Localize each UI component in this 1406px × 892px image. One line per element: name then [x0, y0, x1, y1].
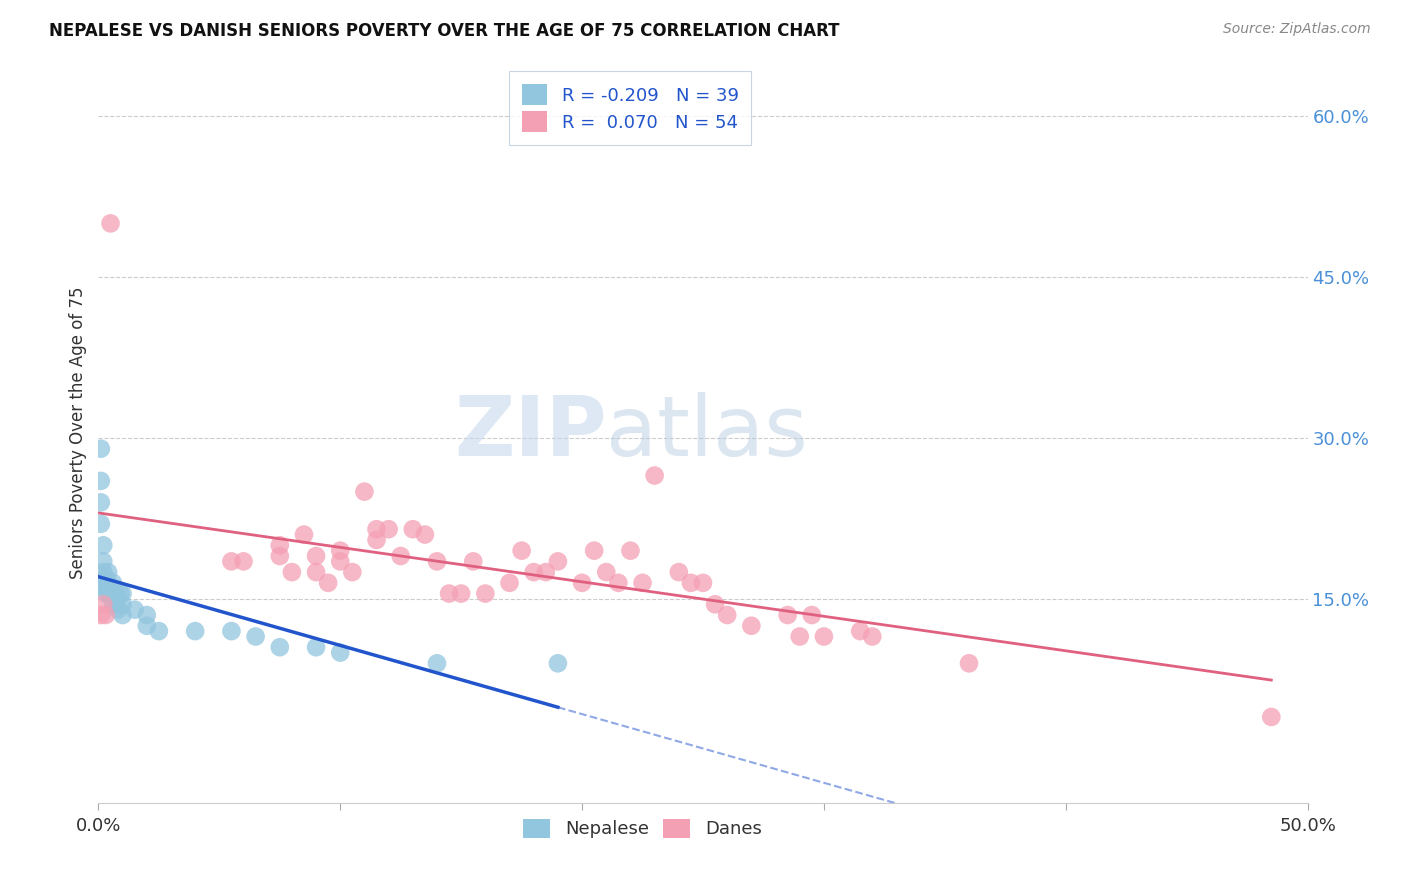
Point: [668, 565, 690, 579]
Point: [498, 575, 520, 590]
Point: [342, 565, 364, 579]
Point: [692, 575, 714, 590]
Point: [232, 554, 254, 568]
Point: [94, 570, 117, 584]
Point: [860, 630, 883, 644]
Point: [547, 554, 569, 568]
Point: [269, 538, 291, 552]
Point: [789, 630, 811, 644]
Point: [100, 216, 122, 230]
Point: [90, 442, 112, 456]
Point: [377, 522, 399, 536]
Text: Source: ZipAtlas.com: Source: ZipAtlas.com: [1223, 22, 1371, 37]
Point: [184, 624, 207, 639]
Point: [104, 597, 127, 611]
Point: [97, 575, 120, 590]
Point: [91, 565, 114, 579]
Point: [389, 549, 412, 563]
Point: [100, 586, 122, 600]
Point: [90, 474, 112, 488]
Point: [366, 522, 388, 536]
Point: [510, 543, 533, 558]
Point: [107, 602, 129, 616]
Point: [111, 597, 134, 611]
Point: [571, 575, 593, 590]
Point: [124, 602, 146, 616]
Point: [316, 575, 339, 590]
Point: [91, 554, 114, 568]
Point: [305, 549, 328, 563]
Point: [91, 597, 114, 611]
Point: [740, 619, 762, 633]
Point: [957, 657, 980, 671]
Point: [94, 575, 117, 590]
Point: [644, 468, 666, 483]
Point: [716, 607, 738, 622]
Point: [547, 657, 569, 671]
Point: [413, 527, 436, 541]
Y-axis label: Seniors Poverty Over the Age of 75: Seniors Poverty Over the Age of 75: [69, 286, 87, 579]
Point: [90, 516, 112, 531]
Point: [94, 586, 117, 600]
Point: [269, 640, 291, 655]
Point: [776, 607, 799, 622]
Point: [221, 554, 243, 568]
Point: [631, 575, 654, 590]
Point: [91, 538, 114, 552]
Point: [104, 586, 127, 600]
Point: [101, 586, 124, 600]
Point: [245, 630, 267, 644]
Point: [90, 495, 112, 509]
Point: [281, 565, 304, 579]
Point: [366, 533, 388, 547]
Point: [849, 624, 872, 639]
Point: [135, 607, 157, 622]
Point: [111, 586, 134, 600]
Text: atlas: atlas: [606, 392, 808, 473]
Point: [329, 543, 352, 558]
Point: [90, 607, 112, 622]
Point: [305, 565, 328, 579]
Point: [463, 554, 485, 568]
Point: [800, 607, 823, 622]
Point: [474, 586, 496, 600]
Point: [94, 607, 117, 622]
Point: [108, 586, 131, 600]
Point: [607, 575, 630, 590]
Point: [679, 575, 702, 590]
Point: [101, 597, 124, 611]
Point: [437, 586, 460, 600]
Point: [97, 565, 120, 579]
Point: [292, 527, 315, 541]
Point: [450, 586, 472, 600]
Point: [534, 565, 557, 579]
Point: [595, 565, 617, 579]
Text: ZIP: ZIP: [454, 392, 606, 473]
Point: [353, 484, 375, 499]
Point: [97, 586, 120, 600]
Point: [101, 575, 124, 590]
Point: [94, 581, 117, 595]
Point: [135, 619, 157, 633]
Point: [1260, 710, 1282, 724]
Point: [426, 657, 449, 671]
Point: [329, 554, 352, 568]
Point: [305, 640, 328, 655]
Point: [329, 646, 352, 660]
Point: [426, 554, 449, 568]
Point: [148, 624, 170, 639]
Text: NEPALESE VS DANISH SENIORS POVERTY OVER THE AGE OF 75 CORRELATION CHART: NEPALESE VS DANISH SENIORS POVERTY OVER …: [49, 22, 839, 40]
Point: [813, 630, 835, 644]
Legend: R = -0.209   N = 39, R =  0.070   N = 54: R = -0.209 N = 39, R = 0.070 N = 54: [509, 71, 751, 145]
Point: [402, 522, 425, 536]
Point: [704, 597, 727, 611]
Point: [269, 549, 291, 563]
Point: [583, 543, 606, 558]
Point: [100, 581, 122, 595]
Point: [111, 607, 134, 622]
Point: [619, 543, 641, 558]
Point: [107, 591, 129, 606]
Point: [523, 565, 546, 579]
Point: [221, 624, 243, 639]
